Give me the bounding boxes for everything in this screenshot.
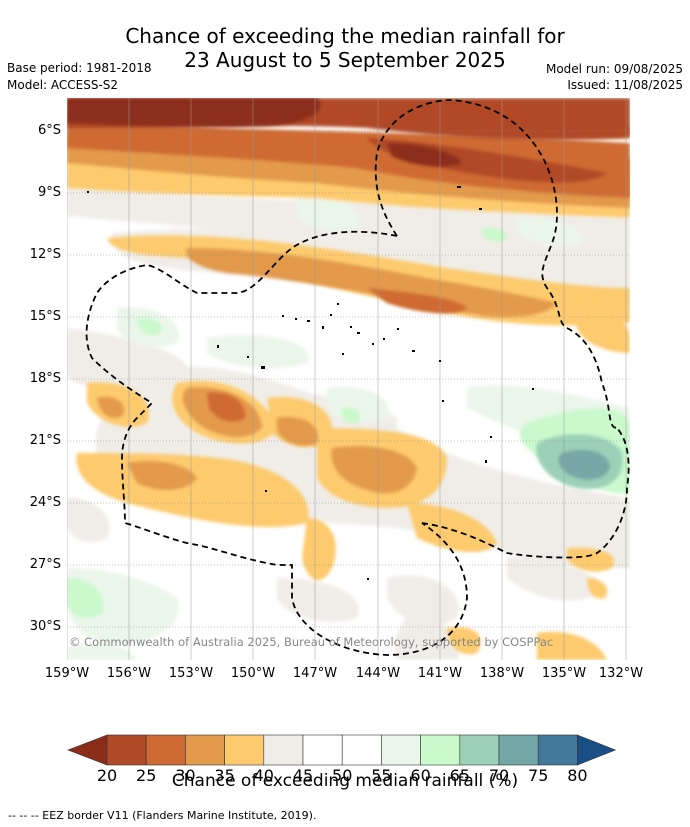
- colorbar-swatch: [145, 734, 186, 766]
- islands: [87, 186, 534, 580]
- lat-tick: 6°S: [37, 123, 61, 138]
- eez-footnote: -- -- -- EEZ border V11 (Flanders Marine…: [8, 809, 317, 822]
- lat-tick: 24°S: [29, 495, 61, 510]
- colorbar-extend-low: [67, 734, 108, 766]
- title-line-2: 23 August to 5 September 2025: [184, 48, 506, 72]
- colorbar-tick-label: 20: [97, 766, 117, 785]
- meridians: [67, 98, 627, 660]
- colorbar-tick-label: 30: [175, 766, 195, 785]
- lon-tick: 144°W: [355, 666, 401, 681]
- colorbar-swatch: [341, 734, 382, 766]
- above-normal-75-areas: [558, 449, 610, 480]
- colorbar-tick-label: 35: [214, 766, 234, 785]
- model-name: Model: ACCESS-S2: [7, 78, 119, 92]
- lon-tick: 153°W: [168, 666, 214, 681]
- colorbar-ticks: 20 25 30 35 40 45 50 55 60 65 70 75 80: [97, 766, 588, 785]
- colorbar-swatch: [263, 734, 304, 766]
- lon-tick: 132°W: [598, 666, 644, 681]
- lat-tick: 9°S: [37, 185, 61, 200]
- lon-tick: 141°W: [417, 666, 463, 681]
- colorbar-label: Chance of exceeding median rainfall (%): [171, 771, 519, 791]
- copyright-notice: © Commonwealth of Australia 2025, Bureau…: [69, 635, 553, 649]
- graticule: [67, 130, 630, 628]
- colorbar-swatch: [420, 734, 461, 766]
- lon-tick: 150°W: [230, 666, 276, 681]
- lat-tick: 12°S: [29, 247, 61, 262]
- colorbar-swatches: [67, 734, 617, 766]
- lat-tick: 15°S: [29, 309, 61, 324]
- colorbar-swatch: [185, 734, 225, 766]
- base-period: Base period: 1981-2018: [7, 61, 152, 75]
- colorbar-tick-label: 25: [136, 766, 156, 785]
- lon-tick: 159°W: [44, 666, 90, 681]
- colorbar-swatch: [381, 734, 421, 766]
- colorbar-extend-high: [577, 734, 617, 766]
- colorbar-swatch: [459, 734, 500, 766]
- colorbar-swatch: [498, 734, 539, 766]
- lon-tick: 147°W: [292, 666, 338, 681]
- colorbar-swatch: [224, 734, 265, 766]
- colorbar-tick-label: 60: [410, 766, 430, 785]
- rainfall-map: © Commonwealth of Australia 2025, Bureau…: [67, 98, 630, 660]
- below-normal-20-areas: [67, 98, 462, 167]
- colorbar-swatch: [106, 734, 147, 766]
- colorbar: 20 25 30 35 40 45 50 55 60 65 70 75 80: [67, 734, 617, 785]
- lat-tick: 30°S: [29, 619, 61, 634]
- colorbar-tick-label: 80: [567, 766, 587, 785]
- lon-tick: 138°W: [479, 666, 525, 681]
- colorbar-tick-label: 50: [332, 766, 352, 785]
- lat-tick: 27°S: [29, 557, 61, 572]
- eez-border: [85, 99, 630, 656]
- colorbar-tick-label: 40: [254, 766, 274, 785]
- lat-tick: 18°S: [29, 371, 61, 386]
- colorbar-tick-label: 45: [293, 766, 313, 785]
- lon-tick: 156°W: [106, 666, 152, 681]
- colorbar-tick-label: 70: [489, 766, 509, 785]
- lat-tick: 21°S: [29, 433, 61, 448]
- colorbar-swatch: [537, 734, 578, 766]
- colorbar-tick-label: 55: [371, 766, 391, 785]
- model-run: Model run: 09/08/2025: [545, 62, 683, 76]
- issued-date: Issued: 11/08/2025: [567, 78, 683, 92]
- colorbar-tick-label: 65: [450, 766, 470, 785]
- colorbar-swatch: [302, 734, 343, 766]
- title-line-1: Chance of exceeding the median rainfall …: [125, 24, 565, 48]
- lon-tick: 135°W: [541, 666, 587, 681]
- map-title: Chance of exceeding the median rainfall …: [0, 24, 690, 72]
- colorbar-tick-label: 75: [528, 766, 548, 785]
